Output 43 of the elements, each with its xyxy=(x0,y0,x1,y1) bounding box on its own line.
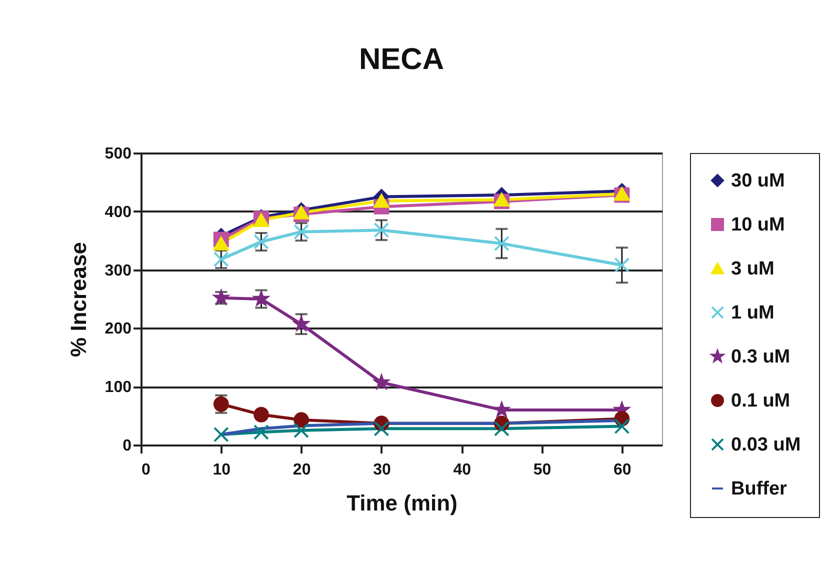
y-tick-label: 200 xyxy=(104,320,132,338)
legend-label: 1 uM xyxy=(731,302,774,324)
point xyxy=(374,374,389,389)
point xyxy=(294,316,309,331)
point xyxy=(494,236,510,252)
x-tick-label: 10 xyxy=(212,462,231,478)
y-tick-label: 100 xyxy=(104,379,132,396)
point xyxy=(254,406,269,422)
point xyxy=(294,206,310,220)
point xyxy=(494,420,510,436)
legend-label: Buffer xyxy=(731,478,788,500)
y-tick-label: 0 xyxy=(122,438,132,454)
legend-label: 10 uM xyxy=(731,214,785,236)
legend-label: 0.03 uM xyxy=(731,434,801,456)
point xyxy=(213,426,229,442)
x-tick-label: 50 xyxy=(533,462,552,478)
legend-label: 3 uM xyxy=(731,258,774,280)
x-tick-label: 20 xyxy=(292,462,311,478)
point xyxy=(374,222,390,238)
point xyxy=(374,420,390,436)
x-tick-label: 0 xyxy=(142,462,150,478)
point xyxy=(254,291,269,306)
y-tick-label: 400 xyxy=(104,204,132,221)
x-axis-title: Time (min) xyxy=(346,490,458,516)
point xyxy=(213,252,229,267)
y-tick-label: 500 xyxy=(104,146,132,162)
x-tick-label: 30 xyxy=(373,462,391,478)
point xyxy=(213,236,229,250)
point xyxy=(494,402,510,416)
point xyxy=(374,194,390,208)
point xyxy=(294,412,310,428)
point xyxy=(614,418,630,434)
y-axis-title: % Increase xyxy=(66,242,91,357)
legend-label: 30 uM xyxy=(731,170,785,192)
x-tick-label: 40 xyxy=(453,462,472,478)
point xyxy=(614,257,630,273)
point xyxy=(254,424,269,440)
chart-title: NECA xyxy=(358,43,444,76)
legend-label: 0.1 uM xyxy=(731,390,790,412)
legend-label: 0.3 uM xyxy=(731,346,790,368)
y-tick-label: 300 xyxy=(104,262,132,280)
point xyxy=(294,422,310,438)
x-tick-label: 60 xyxy=(614,462,632,478)
